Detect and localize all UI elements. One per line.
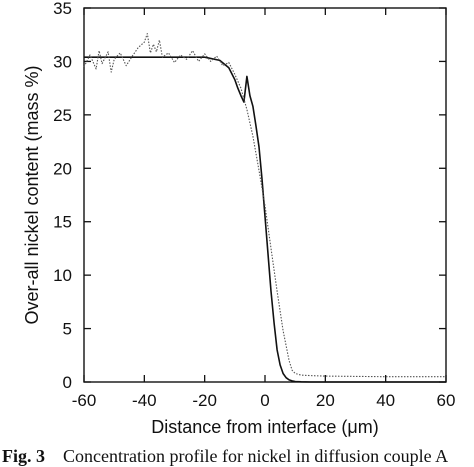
y-tick-label: 0	[63, 373, 72, 392]
series-layer	[83, 33, 446, 383]
x-tick-label: 20	[316, 391, 335, 410]
x-tick-label: -40	[132, 391, 157, 410]
y-tick-label: 5	[63, 320, 72, 339]
y-tick-label: 35	[53, 0, 72, 18]
figure-caption-text: Concentration profile for nickel in diff…	[63, 446, 449, 466]
solid-series-line	[84, 56, 446, 383]
axis-ticks	[83, 7, 447, 383]
tick-labels: -60 -40 -20 0 20 40 60 0 5 10 15 20 25 30 35	[53, 0, 455, 410]
plot-frame	[83, 7, 447, 383]
dotted-series-line	[83, 33, 446, 378]
figure-caption: Fig. 3 Concentration profile for nickel …	[2, 446, 474, 467]
chart: -60 -40 -20 0 20 40 60 0 5 10 15 20 25 30 35 Distance …	[22, 0, 455, 437]
x-tick-label: 40	[376, 391, 395, 410]
y-tick-label: 25	[53, 106, 72, 125]
y-axis-label: Over-all nickel content (mass %)	[22, 65, 42, 324]
figure-caption-label: Fig. 3	[2, 446, 45, 466]
y-tick-label: 20	[53, 159, 72, 178]
x-tick-label: -60	[72, 391, 97, 410]
x-tick-label: -20	[192, 391, 217, 410]
x-tick-label: 0	[260, 391, 269, 410]
y-tick-label: 10	[53, 266, 72, 285]
y-tick-label: 15	[53, 213, 72, 232]
x-tick-label: 60	[437, 391, 456, 410]
x-axis-label: Distance from interface (μm)	[151, 417, 378, 437]
y-tick-label: 30	[53, 52, 72, 71]
